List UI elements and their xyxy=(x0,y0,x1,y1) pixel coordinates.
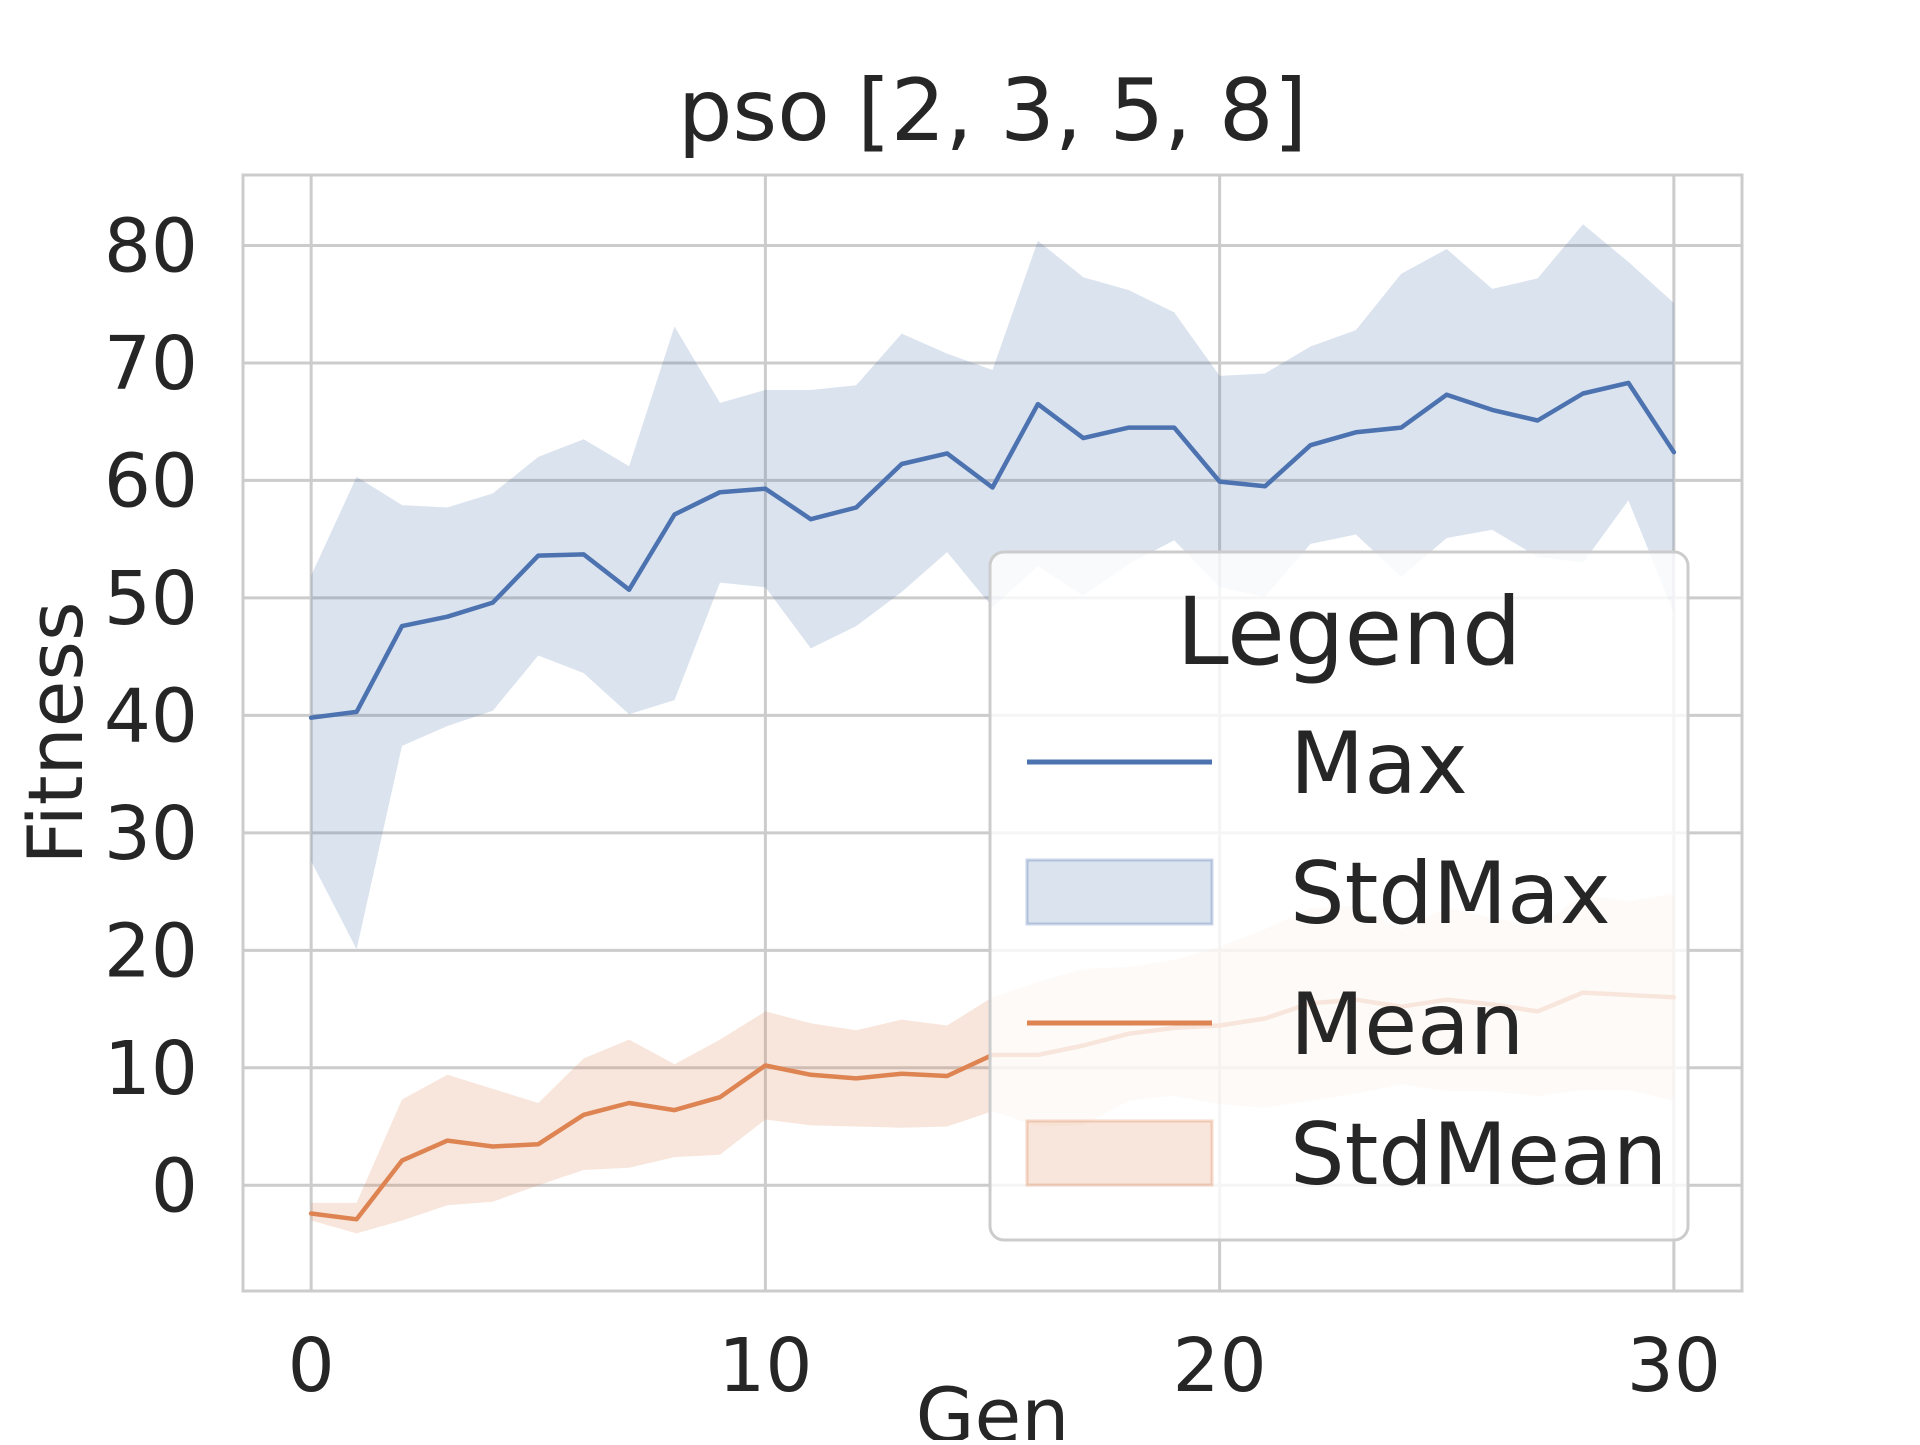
y-tick-label: 40 xyxy=(104,673,198,759)
chart-title: pso [2, 3, 5, 8] xyxy=(678,61,1307,161)
y-tick-label: 10 xyxy=(104,1026,198,1112)
legend-swatch-stdmax xyxy=(1025,858,1214,926)
y-tick-label: 30 xyxy=(104,791,198,877)
x-axis-label: Gen xyxy=(916,1371,1070,1440)
y-tick-label: 60 xyxy=(104,438,198,524)
legend-title: Legend xyxy=(1176,578,1521,687)
legend-label-mean: Mean xyxy=(1290,975,1524,1075)
max-line xyxy=(308,380,1677,720)
legend: Legend Max StdMax Mean StdMean xyxy=(988,550,1690,1242)
x-tick-label: 0 xyxy=(288,1323,335,1409)
legend-entries: Max StdMax Mean StdMean xyxy=(1025,714,1667,1205)
legend-label-stdmax: StdMax xyxy=(1290,844,1611,944)
plot-frame xyxy=(241,173,1744,1293)
legend-swatch-stdmean xyxy=(1025,1119,1214,1187)
legend-box xyxy=(988,550,1690,1242)
y-tick-label: 70 xyxy=(104,321,198,407)
y-tick-label: 0 xyxy=(151,1143,198,1229)
legend-label-stdmean: StdMean xyxy=(1290,1105,1667,1205)
y-tick-label: 80 xyxy=(104,203,198,289)
x-tick-label: 30 xyxy=(1627,1323,1721,1409)
x-tick-label: 10 xyxy=(718,1323,812,1409)
y-tick-label: 20 xyxy=(104,908,198,994)
x-tick-label: 20 xyxy=(1173,1323,1267,1409)
y-axis-label: Fitness xyxy=(11,601,100,864)
tick-labels: 0 10 20 30 0 10 20 30 40 50 60 70 80 xyxy=(104,203,1721,1409)
legend-label-max: Max xyxy=(1290,714,1468,814)
y-tick-label: 50 xyxy=(104,556,198,642)
